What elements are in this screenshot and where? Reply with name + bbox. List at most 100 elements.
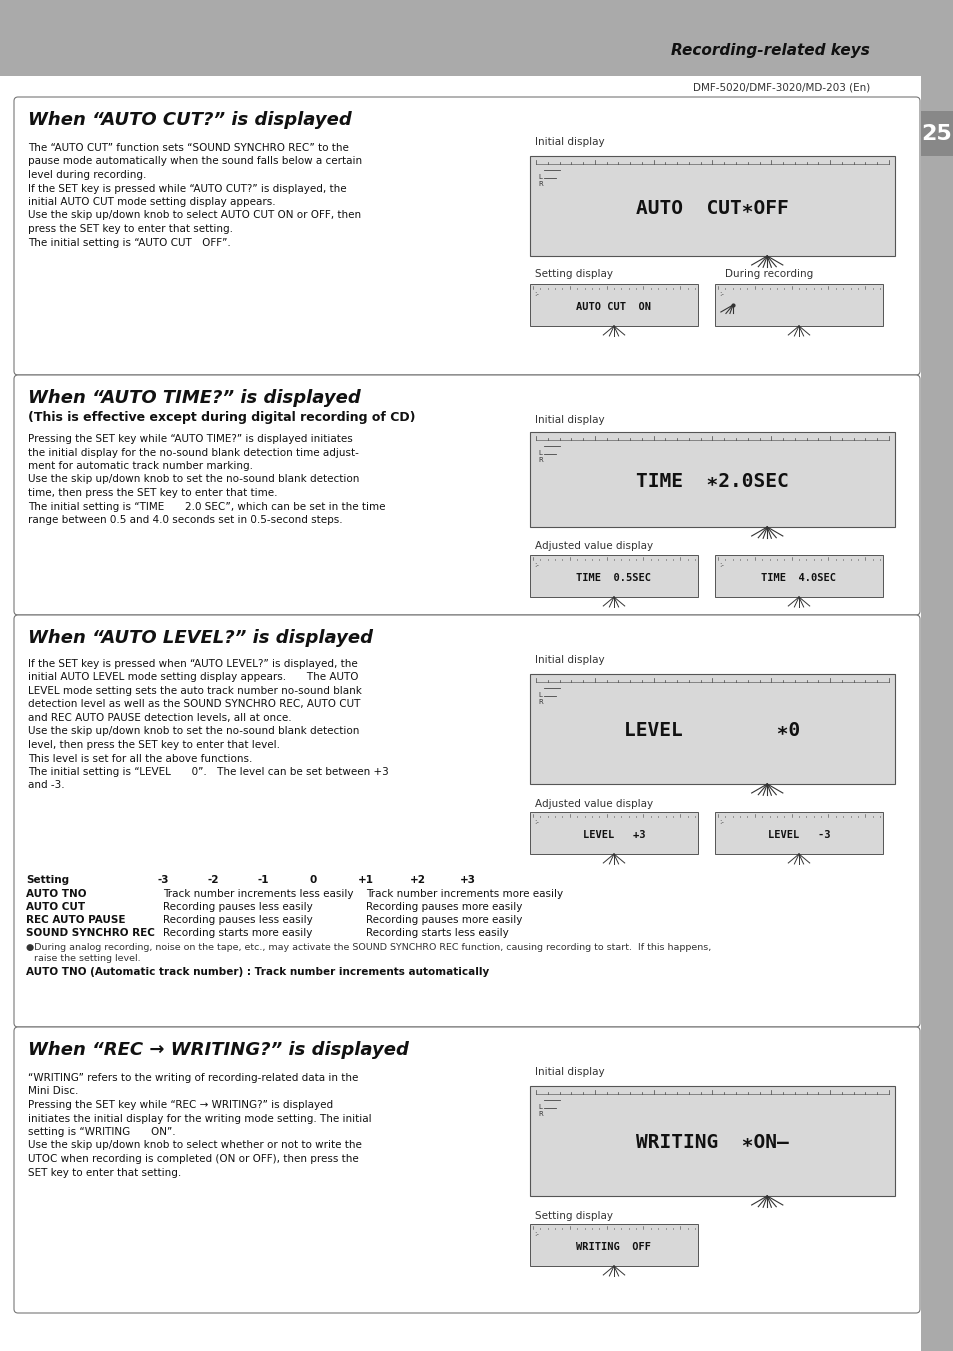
Text: Setting: Setting: [26, 875, 69, 885]
Text: DMF-5020/DMF-3020/MD-203 (En): DMF-5020/DMF-3020/MD-203 (En): [692, 82, 869, 93]
Text: 25: 25: [921, 124, 951, 145]
Text: Recording pauses more easily: Recording pauses more easily: [366, 902, 522, 912]
Text: the initial display for the no-sound blank detection time adjust-: the initial display for the no-sound bla…: [28, 447, 358, 458]
Text: Recording pauses more easily: Recording pauses more easily: [366, 915, 522, 925]
Text: Recording-related keys: Recording-related keys: [670, 43, 869, 58]
Bar: [920, 76, 953, 1351]
Bar: [714, 284, 882, 326]
Bar: [530, 555, 698, 597]
Text: LEVEL mode setting sets the auto track number no-sound blank: LEVEL mode setting sets the auto track n…: [28, 686, 361, 696]
Bar: [530, 155, 894, 255]
FancyBboxPatch shape: [14, 376, 919, 615]
Text: range between 0.5 and 4.0 seconds set in 0.5-second steps.: range between 0.5 and 4.0 seconds set in…: [28, 515, 342, 526]
Text: -2: -2: [207, 875, 218, 885]
Bar: [530, 432, 894, 527]
Text: :-: :-: [719, 819, 723, 825]
Text: LEVEL   +3: LEVEL +3: [582, 830, 644, 840]
Text: ment for automatic track number marking.: ment for automatic track number marking.: [28, 461, 253, 471]
FancyBboxPatch shape: [14, 1027, 919, 1313]
Text: (This is effective except during digital recording of CD): (This is effective except during digital…: [28, 411, 416, 424]
Text: Recording starts less easily: Recording starts less easily: [366, 928, 508, 938]
Text: initial AUTO CUT mode setting display appears.: initial AUTO CUT mode setting display ap…: [28, 197, 275, 207]
Text: level, then press the SET key to enter that level.: level, then press the SET key to enter t…: [28, 740, 280, 750]
Bar: [530, 284, 698, 326]
Text: AUTO TNO: AUTO TNO: [26, 889, 87, 898]
Text: AUTO  CUT∗OFF: AUTO CUT∗OFF: [636, 199, 788, 218]
Text: :-: :-: [719, 290, 723, 297]
Text: Setting display: Setting display: [535, 269, 613, 280]
Text: Setting display: Setting display: [535, 1210, 613, 1221]
Text: Initial display: Initial display: [535, 415, 604, 426]
Text: When “REC → WRITING?” is displayed: When “REC → WRITING?” is displayed: [28, 1042, 409, 1059]
Text: 0: 0: [309, 875, 316, 885]
Text: “WRITING” refers to the writing of recording-related data in the: “WRITING” refers to the writing of recor…: [28, 1073, 358, 1084]
Text: LEVEL        ∗0: LEVEL ∗0: [623, 721, 800, 740]
Text: -3: -3: [157, 875, 169, 885]
Text: initiates the initial display for the writing mode setting. The initial: initiates the initial display for the wr…: [28, 1113, 372, 1124]
Bar: [530, 812, 698, 854]
Text: Track number increments less easily: Track number increments less easily: [163, 889, 354, 898]
Text: Initial display: Initial display: [535, 1067, 604, 1077]
Text: The initial setting is “TIME  2.0 SEC”, which can be set in the time: The initial setting is “TIME 2.0 SEC”, w…: [28, 501, 385, 512]
Text: Initial display: Initial display: [535, 136, 604, 147]
Text: L: L: [537, 692, 541, 698]
Text: Pressing the SET key while “AUTO TIME?” is displayed initiates: Pressing the SET key while “AUTO TIME?” …: [28, 434, 353, 444]
Text: Recording pauses less easily: Recording pauses less easily: [163, 902, 313, 912]
Text: setting is “WRITING  ON”.: setting is “WRITING ON”.: [28, 1127, 175, 1138]
Text: Initial display: Initial display: [535, 655, 604, 665]
Text: +2: +2: [410, 875, 426, 885]
Bar: [530, 1224, 698, 1266]
Text: Use the skip up/down knob to set the no-sound blank detection: Use the skip up/down knob to set the no-…: [28, 474, 359, 485]
Text: :-: :-: [534, 1231, 538, 1238]
Text: raise the setting level.: raise the setting level.: [34, 954, 140, 963]
Text: This level is set for all the above functions.: This level is set for all the above func…: [28, 754, 253, 763]
Text: The initial setting is “LEVEL  0”. The level can be set between +3: The initial setting is “LEVEL 0”. The le…: [28, 767, 388, 777]
Text: When “AUTO TIME?” is displayed: When “AUTO TIME?” is displayed: [28, 389, 360, 407]
Text: +1: +1: [357, 875, 374, 885]
Text: Pressing the SET key while “REC → WRITING?” is displayed: Pressing the SET key while “REC → WRITIN…: [28, 1100, 333, 1111]
Text: When “AUTO LEVEL?” is displayed: When “AUTO LEVEL?” is displayed: [28, 630, 373, 647]
Text: AUTO CUT  ON: AUTO CUT ON: [576, 303, 651, 312]
Text: Use the skip up/down knob to select whether or not to write the: Use the skip up/down knob to select whet…: [28, 1140, 361, 1151]
Bar: [0, 0, 953, 76]
Text: The initial setting is “AUTO CUT OFF”.: The initial setting is “AUTO CUT OFF”.: [28, 238, 231, 247]
Bar: [530, 1086, 894, 1196]
Text: WRITING  OFF: WRITING OFF: [576, 1242, 651, 1252]
Text: Recording pauses less easily: Recording pauses less easily: [163, 915, 313, 925]
Text: TIME  4.0SEC: TIME 4.0SEC: [760, 573, 836, 584]
Text: AUTO CUT: AUTO CUT: [26, 902, 85, 912]
Text: Track number increments more easily: Track number increments more easily: [366, 889, 562, 898]
Text: R: R: [537, 181, 542, 186]
Text: detection level as well as the SOUND SYNCHRO REC, AUTO CUT: detection level as well as the SOUND SYN…: [28, 700, 360, 709]
Text: SET key to enter that setting.: SET key to enter that setting.: [28, 1167, 181, 1178]
Text: TIME  ∗2.0SEC: TIME ∗2.0SEC: [636, 471, 788, 490]
Text: TIME  0.5SEC: TIME 0.5SEC: [576, 573, 651, 584]
Text: UTOC when recording is completed (ON or OFF), then press the: UTOC when recording is completed (ON or …: [28, 1154, 358, 1165]
Text: L: L: [537, 450, 541, 457]
Bar: [530, 674, 894, 784]
Text: :-: :-: [534, 290, 538, 297]
Text: L: L: [537, 174, 541, 180]
Text: The “AUTO CUT” function sets “SOUND SYNCHRO REC” to the: The “AUTO CUT” function sets “SOUND SYNC…: [28, 143, 349, 153]
Text: ●During analog recording, noise on the tape, etc., may activate the SOUND SYNCHR: ●During analog recording, noise on the t…: [26, 943, 711, 952]
Text: Adjusted value display: Adjusted value display: [535, 540, 653, 551]
Text: During recording: During recording: [724, 269, 812, 280]
Text: SOUND SYNCHRO REC: SOUND SYNCHRO REC: [26, 928, 154, 938]
Text: Recording starts more easily: Recording starts more easily: [163, 928, 312, 938]
Text: and -3.: and -3.: [28, 781, 65, 790]
Text: REC AUTO PAUSE: REC AUTO PAUSE: [26, 915, 126, 925]
Text: Mini Disc.: Mini Disc.: [28, 1086, 78, 1097]
Text: Use the skip up/down knob to set the no-sound blank detection: Use the skip up/down knob to set the no-…: [28, 727, 359, 736]
FancyBboxPatch shape: [14, 97, 919, 376]
Text: :-: :-: [534, 562, 538, 567]
Text: :-: :-: [534, 819, 538, 825]
Text: Adjusted value display: Adjusted value display: [535, 798, 653, 809]
Text: If the SET key is pressed when “AUTO LEVEL?” is displayed, the: If the SET key is pressed when “AUTO LEV…: [28, 659, 357, 669]
Text: If the SET key is pressed while “AUTO CUT?” is displayed, the: If the SET key is pressed while “AUTO CU…: [28, 184, 346, 193]
Text: AUTO TNO (Automatic track number) : Track number increments automatically: AUTO TNO (Automatic track number) : Trac…: [26, 967, 489, 977]
Text: Use the skip up/down knob to select AUTO CUT ON or OFF, then: Use the skip up/down knob to select AUTO…: [28, 211, 361, 220]
Text: initial AUTO LEVEL mode setting display appears.  The AUTO: initial AUTO LEVEL mode setting display …: [28, 673, 358, 682]
Bar: [714, 555, 882, 597]
Text: +3: +3: [459, 875, 476, 885]
Text: level during recording.: level during recording.: [28, 170, 146, 180]
